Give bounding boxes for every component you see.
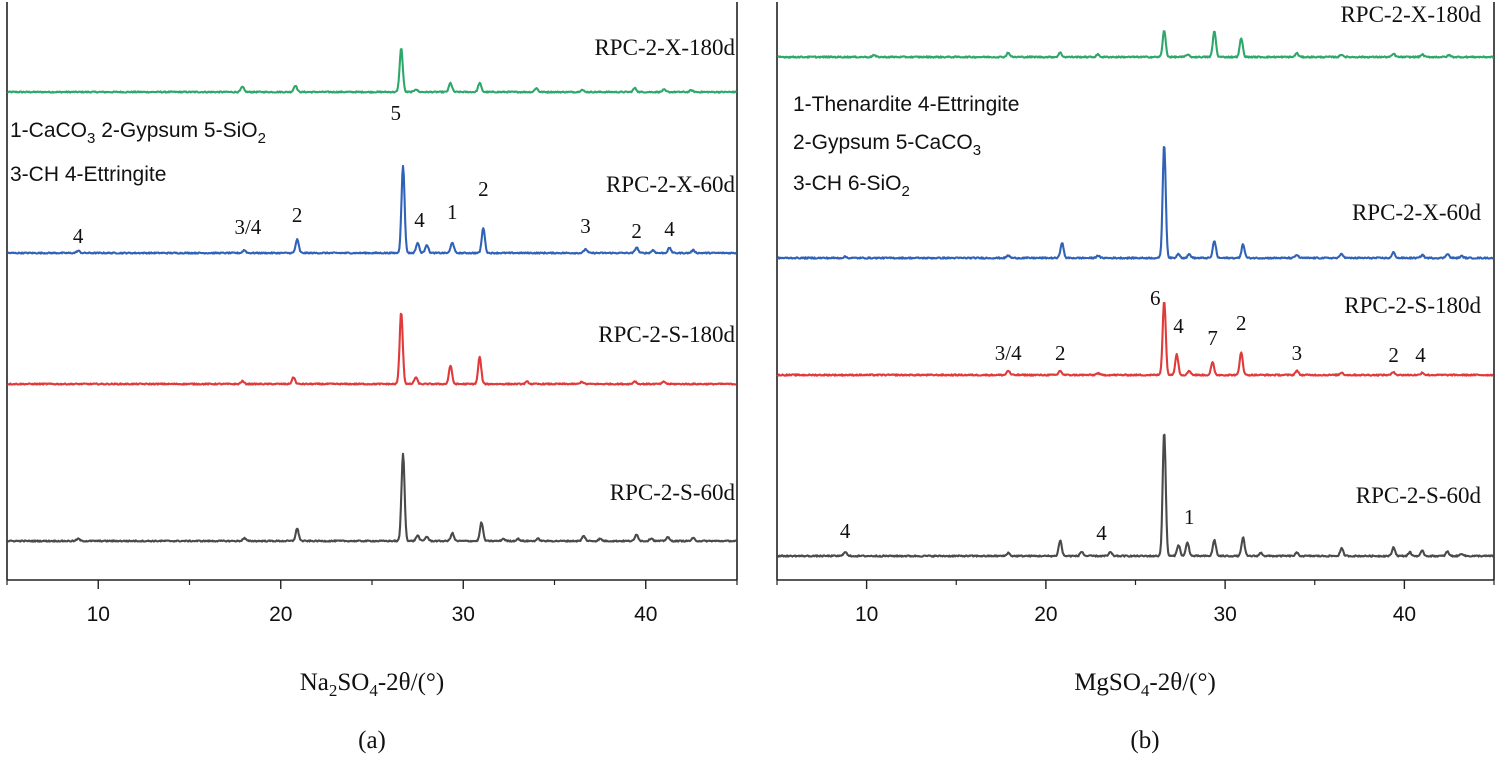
axis-label-part: -2θ/(°) — [1149, 669, 1215, 696]
peak-label: 6 — [1150, 286, 1161, 310]
peak-label: 2 — [1055, 341, 1066, 365]
legend-line: 3-CH 4-Ettringite — [10, 163, 166, 186]
series-trace-rpc-2-x-180d — [6, 48, 738, 94]
peak-label: 1 — [1184, 505, 1195, 529]
series-label: RPC-2-X-60d — [606, 172, 736, 197]
axis-label-part: -2θ/(°) — [378, 669, 444, 696]
x-axis-label: MgSO4-2θ/(°) — [1074, 669, 1216, 700]
peak-label: 2 — [1236, 311, 1247, 335]
peak-label: 4 — [1173, 314, 1184, 338]
peak-label: 4 — [1415, 343, 1426, 367]
peak-label: 2 — [292, 203, 303, 227]
legend-subscript: 2 — [258, 130, 266, 147]
series-trace-rpc-2-x-180d — [776, 30, 1495, 59]
x-tick-label: 20 — [1034, 603, 1057, 626]
panel-label: (a) — [358, 727, 386, 754]
peak-label: 4 — [414, 208, 425, 232]
x-tick-label: 10 — [855, 603, 878, 626]
series-label: RPC-2-S-60d — [1356, 483, 1482, 508]
x-tick-label: 40 — [1393, 603, 1416, 626]
peak-label: 4 — [840, 519, 851, 543]
legend-subscript: 3 — [973, 142, 981, 159]
x-tick-label: 40 — [634, 603, 657, 626]
peak-label: 3 — [580, 214, 591, 238]
axis-label-subscript: 2 — [329, 681, 338, 700]
x-axis-label: Na2SO4-2θ/(°) — [300, 669, 445, 700]
legend-text-part: 1-Thenardite 4-Ettringite — [793, 93, 1019, 116]
peak-label: 5 — [390, 101, 401, 125]
chart-panel-b: 10 20 30 40 RPC-2-X-180d RPC-2-X-60d RPC-2-S-1… — [776, 2, 1495, 754]
series-trace-rpc-2-s-60d — [776, 433, 1495, 558]
peak-label: 3 — [1292, 341, 1303, 365]
peak-label: 7 — [1207, 326, 1218, 350]
peak-label: 2 — [1388, 343, 1399, 367]
peak-label: 1 — [447, 200, 458, 224]
legend-text-part: 2-Gypsum 5-CaCO — [793, 131, 973, 154]
series-trace-rpc-2-s-180d — [776, 301, 1494, 377]
legend-text-part: 2-Gypsum 5-SiO — [95, 119, 257, 142]
axis-label-subscript: 4 — [369, 681, 378, 700]
axis-label-part: MgSO — [1074, 669, 1141, 696]
legend-line: 2-Gypsum 5-CaCO3 — [793, 131, 981, 159]
legend-text-part: 1-CaCO — [10, 119, 87, 142]
legend-text-part: 3-CH 4-Ettringite — [10, 163, 166, 186]
legend-subscript: 2 — [902, 183, 910, 200]
peak-label: 4 — [1096, 521, 1107, 545]
peak-label: 2 — [631, 219, 642, 243]
series-label: RPC-2-S-180d — [598, 322, 735, 347]
legend-line: 1-CaCO3 2-Gypsum 5-SiO2 — [10, 119, 266, 147]
x-tick-label: 30 — [452, 603, 475, 626]
series-trace-rpc-2-s-60d — [6, 452, 737, 543]
series-trace-rpc-2-s-180d — [6, 312, 737, 386]
legend-line: 3-CH 6-SiO2 — [793, 172, 910, 200]
x-tick-label: 20 — [269, 603, 292, 626]
panel-label: (b) — [1130, 727, 1159, 754]
series-label: RPC-2-S-180d — [1344, 293, 1481, 318]
legend-line: 1-Thenardite 4-Ettringite — [793, 93, 1019, 116]
peak-label: 4 — [664, 217, 675, 241]
peak-label: 2 — [478, 177, 489, 201]
peak-label: 4 — [73, 224, 84, 248]
series-label: RPC-2-S-60d — [610, 480, 736, 505]
series-label: RPC-2-X-180d — [1340, 2, 1481, 27]
axis-label-subscript: 4 — [1141, 681, 1150, 700]
x-tick-label: 30 — [1213, 603, 1236, 626]
axis-label-part: SO — [337, 669, 369, 696]
axis-label-part: Na — [300, 669, 329, 696]
series-trace-rpc-2-x-60d — [6, 164, 738, 255]
series-label: RPC-2-X-180d — [594, 35, 735, 60]
peak-label: 3/4 — [234, 215, 261, 239]
legend-text-part: 3-CH 6-SiO — [793, 172, 902, 195]
x-tick-label: 10 — [87, 603, 110, 626]
peak-label: 3/4 — [995, 341, 1022, 365]
series-trace-rpc-2-x-60d — [776, 145, 1495, 260]
legend-subscript: 3 — [87, 130, 95, 147]
series-label: RPC-2-X-60d — [1352, 200, 1482, 225]
